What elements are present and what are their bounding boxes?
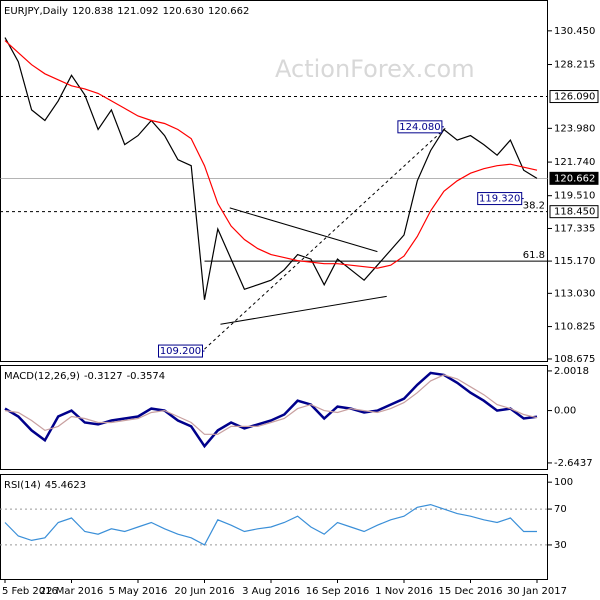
y-tick-label: 113.030 bbox=[554, 288, 595, 299]
fib-label: 61.8 bbox=[523, 250, 545, 261]
y-tick-label: 130.450 bbox=[554, 26, 595, 37]
series-line bbox=[4, 40, 538, 269]
level-box bbox=[549, 90, 599, 104]
series-line bbox=[4, 371, 538, 449]
y-tick-label: 110.825 bbox=[554, 322, 595, 333]
title: EURJPY,Daily bbox=[4, 6, 68, 17]
x-tick-label: 16 Sep 2016 bbox=[306, 586, 369, 597]
y-tick-label: 123.980 bbox=[554, 123, 595, 134]
y-tick-label: 70 bbox=[554, 504, 567, 515]
level-label: 118.450 bbox=[554, 207, 595, 218]
x-tick-label: 1 Nov 2016 bbox=[375, 586, 433, 597]
series-line bbox=[4, 37, 538, 300]
trendline bbox=[229, 207, 378, 253]
x-tick-label: 20 Jun 2016 bbox=[174, 586, 234, 597]
trendline bbox=[220, 295, 387, 325]
callout-label: 119.320 bbox=[479, 194, 520, 205]
y-tick-label: 108.675 bbox=[554, 354, 595, 365]
x-tick-label: 30 Jan 2017 bbox=[507, 586, 567, 597]
ohlc-value: 120.838 bbox=[72, 6, 113, 17]
y-tick-label: 128.215 bbox=[554, 60, 595, 71]
ohlc-value: 121.092 bbox=[117, 6, 158, 17]
y-tick-label: 30 bbox=[554, 540, 567, 551]
readout: -0.3574 bbox=[127, 371, 166, 382]
ohlc-value: 120.630 bbox=[163, 6, 204, 17]
x-tick-label: 15 Dec 2016 bbox=[439, 586, 503, 597]
rsi-panel bbox=[0, 474, 548, 580]
y-tick-label: 100 bbox=[554, 477, 573, 488]
series-line bbox=[4, 374, 538, 435]
readout: 45.4623 bbox=[45, 480, 86, 491]
trendline bbox=[204, 127, 446, 350]
level-box bbox=[549, 205, 599, 219]
fib-label: 38.2 bbox=[523, 201, 545, 212]
y-tick-label: 121.740 bbox=[554, 157, 595, 168]
y-tick-label: 115.170 bbox=[554, 256, 595, 267]
readout: -0.3127 bbox=[84, 371, 123, 382]
x-tick-label: 22 Mar 2016 bbox=[40, 586, 103, 597]
y-tick-label: 117.335 bbox=[554, 223, 595, 234]
panel-title: EURJPY,Daily 120.838 121.092 120.630 120.662 bbox=[4, 6, 249, 17]
x-tick-label: 3 Aug 2016 bbox=[242, 586, 300, 597]
price-panel bbox=[0, 0, 548, 362]
y-tick-label: 119.510 bbox=[554, 191, 595, 202]
series-line bbox=[4, 503, 537, 546]
level-label: 126.090 bbox=[554, 92, 595, 103]
title: MACD(12,26,9) bbox=[4, 371, 80, 382]
y-tick-label: 2.0018 bbox=[554, 366, 589, 377]
callout-label: 109.200 bbox=[160, 346, 201, 357]
watermark: ActionForex.com bbox=[275, 55, 475, 83]
level-box bbox=[549, 171, 599, 185]
level-label: 120.662 bbox=[554, 173, 595, 184]
title: RSI(14) bbox=[4, 480, 41, 491]
panel-title: RSI(14) 45.4623 bbox=[4, 480, 86, 491]
x-tick-label: 5 Feb 2016 bbox=[2, 586, 58, 597]
ohlc-value: 120.662 bbox=[208, 6, 249, 17]
callout-label: 124.080 bbox=[399, 122, 440, 133]
y-tick-label: 0.00 bbox=[554, 406, 576, 417]
panel-title: MACD(12,26,9) -0.3127 -0.3574 bbox=[4, 371, 165, 382]
x-tick-label: 5 May 2016 bbox=[109, 586, 168, 597]
macd-panel bbox=[0, 365, 548, 470]
y-tick-label: -2.6437 bbox=[554, 458, 593, 469]
